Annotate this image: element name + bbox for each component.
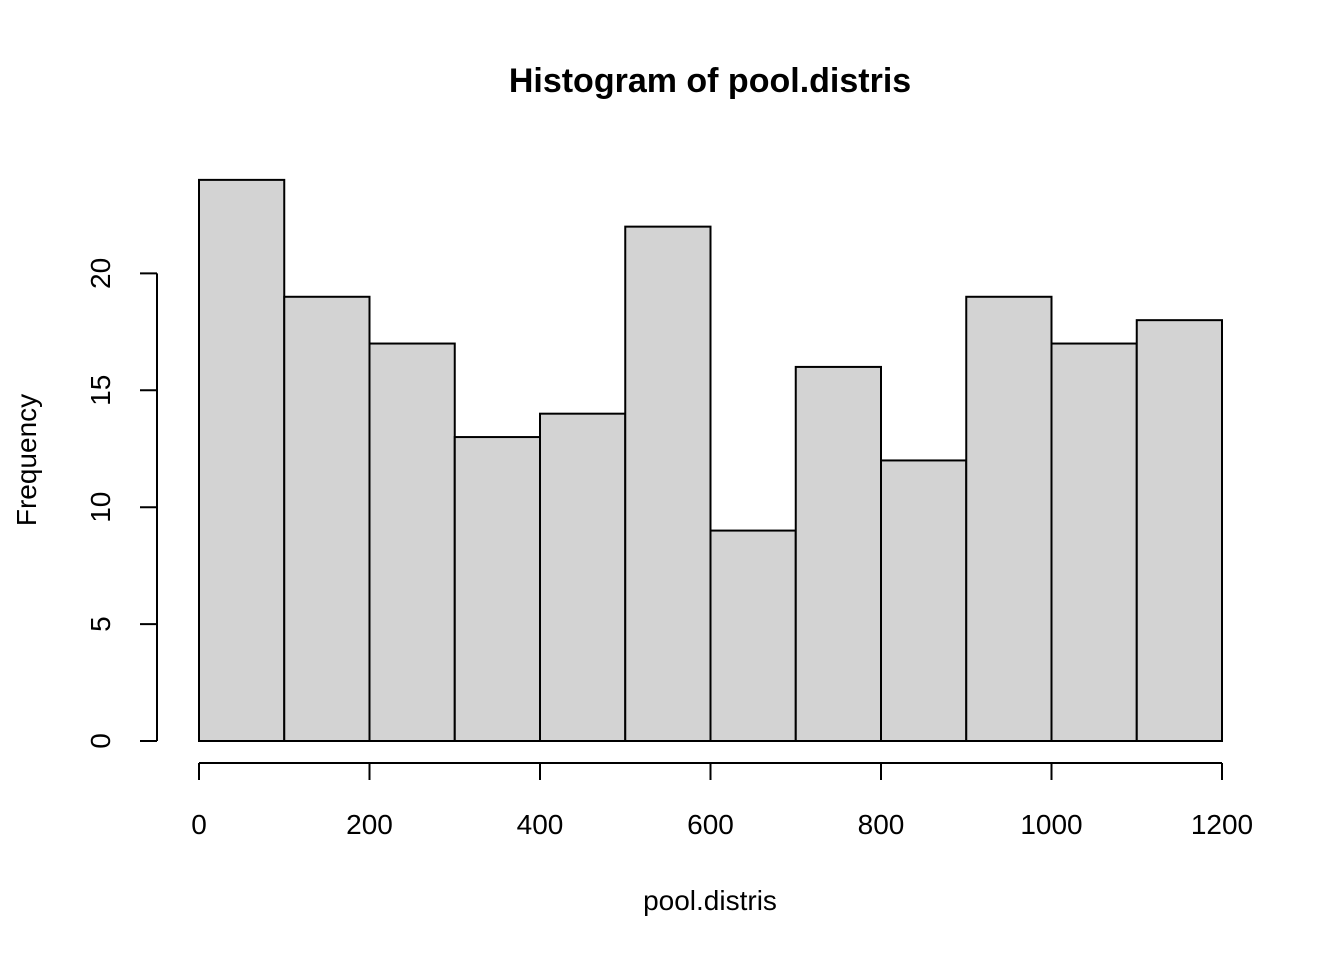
histogram-bar-0 [198, 178, 286, 742]
histogram-bar-9 [965, 295, 1053, 742]
y-tick-label: 0 [85, 733, 116, 749]
x-tick-label: 1200 [1191, 809, 1253, 840]
histogram-bar-2 [368, 342, 456, 742]
bars-group [198, 178, 1223, 743]
x-tick-label: 600 [687, 809, 734, 840]
histogram-bar-1 [283, 295, 371, 742]
y-tick-label: 10 [85, 492, 116, 523]
chart-title: Histogram of pool.distris [509, 62, 911, 100]
histogram-bar-4 [539, 412, 627, 742]
x-tick-label: 400 [517, 809, 564, 840]
x-tick-label: 200 [346, 809, 393, 840]
x-tick-label: 0 [191, 809, 207, 840]
histogram-bar-6 [709, 529, 797, 743]
y-tick-label: 5 [85, 616, 116, 632]
y-tick-label: 15 [85, 375, 116, 406]
histogram-bar-3 [453, 436, 541, 742]
histogram-bar-8 [880, 459, 968, 742]
y-axis-label: Frequency [11, 394, 42, 526]
x-tick-label: 1000 [1020, 809, 1082, 840]
x-tick-label: 800 [858, 809, 905, 840]
y-tick-label: 20 [85, 258, 116, 289]
histogram-bar-5 [624, 225, 712, 742]
histogram-bar-7 [794, 365, 882, 742]
histogram-bar-11 [1135, 319, 1223, 742]
x-axis: 0 200 400 600 800 1000 1200 [191, 762, 1253, 840]
histogram-bar-10 [1050, 342, 1138, 742]
y-axis: 0 5 10 15 20 [85, 258, 158, 749]
x-axis-label: pool.distris [643, 885, 777, 916]
